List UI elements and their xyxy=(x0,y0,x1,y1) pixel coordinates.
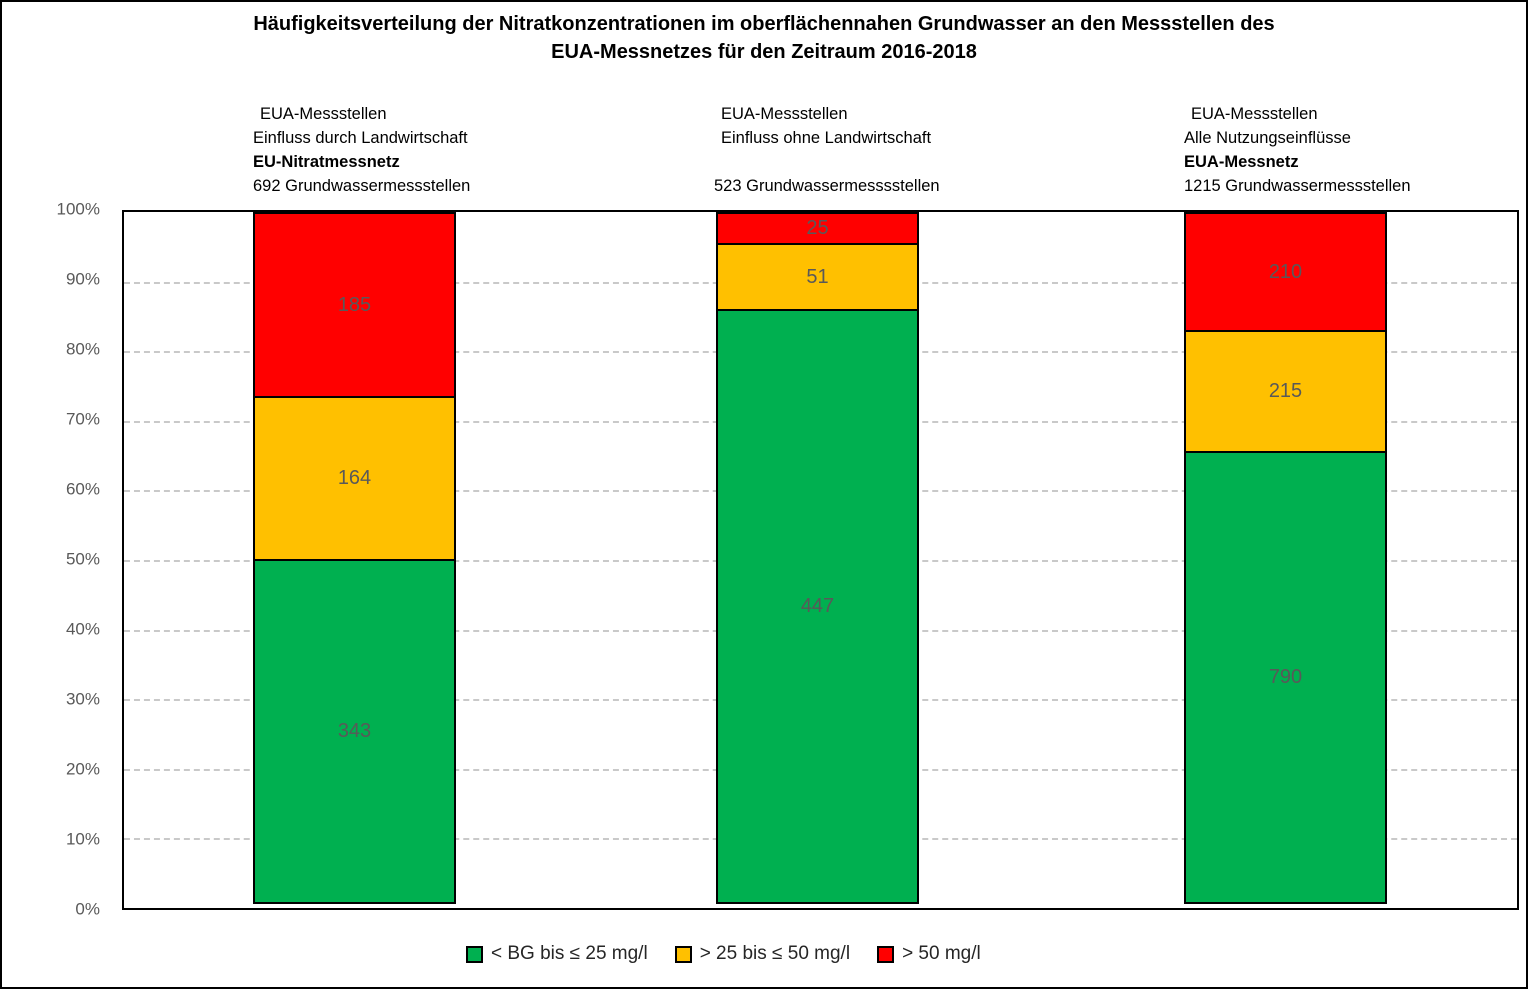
heading-network-bold: EU-Nitratmessnetz xyxy=(253,153,400,171)
heading-influence: Einfluss ohne Landwirtschaft xyxy=(721,129,932,147)
legend: < BG bis ≤ 25 mg/l > 25 bis ≤ 50 mg/l > … xyxy=(466,943,981,965)
heading-network-name: EUA-Messstellen xyxy=(1191,105,1318,123)
legend-label: < BG bis ≤ 25 mg/l xyxy=(491,943,648,964)
legend-label: > 50 mg/l xyxy=(902,943,981,964)
legend-item-red: > 50 mg/l xyxy=(877,943,981,965)
chart-title-line-2: EUA-Messnetzes für den Zeitraum 2016-201… xyxy=(551,41,977,63)
heading-station-count: 692 Grundwassermessstellen xyxy=(253,177,471,195)
bar-segment-green: 343 xyxy=(253,559,456,904)
green-swatch-icon xyxy=(466,945,483,963)
red-swatch-icon xyxy=(877,945,895,963)
legend-item-green: < BG bis ≤ 25 mg/l xyxy=(466,943,648,965)
y-axis-tick: 20% xyxy=(65,759,100,779)
segment-value-label: 51 xyxy=(806,265,829,288)
y-axis-tick: 70% xyxy=(65,409,100,429)
y-axis-tick: 50% xyxy=(65,549,100,569)
y-axis-tick: 40% xyxy=(65,619,100,639)
bar-segment-green: 790 xyxy=(1184,451,1387,904)
segment-value-label: 447 xyxy=(800,595,835,618)
bar-segment-yellow: 51 xyxy=(716,243,919,312)
bar-segment-red: 185 xyxy=(253,212,456,399)
heading-station-count: 523 Grundwassermesssstellen xyxy=(714,177,940,195)
bar-heading-right: EUA-Messstellen Alle Nutzungseinflüsse E… xyxy=(1184,102,1526,198)
heading-network-bold: EUA-Messnetz xyxy=(1184,153,1299,171)
y-axis-tick: 0% xyxy=(75,899,100,919)
bar-heading-middle: EUA-Messstellen Einfluss ohne Landwirtsc… xyxy=(714,102,1144,198)
heading-network-name: EUA-Messstellen xyxy=(260,105,387,123)
chart-title: Häufigkeitsverteilung der Nitratkonzentr… xyxy=(2,10,1526,66)
segment-value-label: 210 xyxy=(1268,260,1303,283)
y-axis: 100% 90% 80% 70% 60% 50% 40% 30% 20% 10%… xyxy=(2,200,100,919)
yellow-swatch-icon xyxy=(674,945,692,963)
heading-network-bold xyxy=(714,150,1144,174)
chart-title-line-1: Häufigkeitsverteilung der Nitratkonzentr… xyxy=(253,13,1275,35)
heading-station-count: 1215 Grundwassermessstellen xyxy=(1184,177,1411,195)
y-axis-tick: 60% xyxy=(65,479,100,499)
bar-segment-yellow: 215 xyxy=(1184,330,1387,454)
y-axis-tick: 10% xyxy=(65,829,100,849)
segment-value-label: 343 xyxy=(337,719,372,742)
stacked-bar-right: 210 215 790 xyxy=(1184,212,1387,908)
bar-segment-green: 447 xyxy=(716,309,919,904)
stacked-bar-middle: 25 51 447 xyxy=(716,212,919,908)
bar-segment-red: 210 xyxy=(1184,212,1387,333)
bar-segment-yellow: 164 xyxy=(253,396,456,561)
segment-value-label: 215 xyxy=(1268,380,1303,403)
y-axis-tick: 90% xyxy=(65,269,100,289)
segment-value-label: 25 xyxy=(806,217,829,240)
y-axis-tick: 80% xyxy=(65,339,100,359)
segment-value-label: 185 xyxy=(337,293,372,316)
stacked-bar-left: 185 164 343 xyxy=(253,212,456,908)
y-axis-tick: 100% xyxy=(56,199,100,219)
segment-value-label: 790 xyxy=(1268,666,1303,689)
legend-label: > 25 bis ≤ 50 mg/l xyxy=(699,943,851,964)
heading-influence: Alle Nutzungseinflüsse xyxy=(1184,129,1351,147)
bar-segment-red: 25 xyxy=(716,212,919,246)
heading-influence: Einfluss durch Landwirtschaft xyxy=(253,129,468,147)
legend-item-yellow: > 25 bis ≤ 50 mg/l xyxy=(674,943,851,965)
segment-value-label: 164 xyxy=(337,467,372,490)
y-axis-tick: 30% xyxy=(65,689,100,709)
heading-network-name: EUA-Messstellen xyxy=(721,105,848,123)
plot-area: 185 164 343 25 51 447 210 xyxy=(122,210,1519,910)
bar-heading-left: EUA-Messstellen Einfluss durch Landwirts… xyxy=(253,102,683,198)
